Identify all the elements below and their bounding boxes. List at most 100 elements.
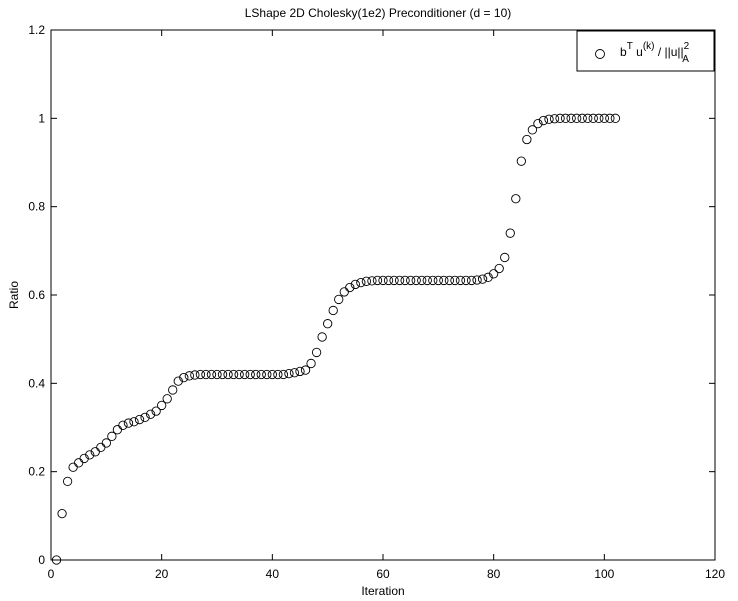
- data-point: [599, 113, 609, 123]
- data-point: [472, 275, 482, 285]
- data-point: [538, 115, 549, 126]
- data-point: [522, 134, 532, 145]
- data-point: [428, 275, 438, 286]
- chart-title: LShape 2D Cholesky(1e2) Preconditioner (…: [245, 6, 511, 20]
- data-point: [583, 113, 593, 123]
- data-point: [328, 305, 338, 316]
- data-point: [610, 113, 621, 123]
- data-point: [444, 275, 455, 286]
- data-point: [560, 113, 571, 123]
- x-tick-label: 40: [266, 567, 280, 581]
- data-point: [51, 555, 62, 565]
- data-point: [455, 275, 466, 286]
- y-tick-label: 0.8: [28, 200, 45, 214]
- y-tick-label: 0.4: [28, 376, 45, 390]
- data-point: [212, 369, 222, 380]
- data-point: [594, 113, 604, 123]
- data-point: [389, 275, 399, 286]
- x-tick-label: 20: [155, 567, 169, 581]
- x-tick-label: 80: [487, 567, 501, 581]
- data-point: [118, 420, 128, 430]
- data-point: [284, 368, 294, 379]
- data-point: [234, 369, 244, 380]
- data-point: [157, 400, 167, 411]
- data-point: [544, 114, 554, 124]
- data-point: [107, 431, 117, 441]
- data-point: [223, 369, 233, 380]
- legend-marker: [595, 49, 605, 59]
- data-point: [162, 394, 172, 404]
- data-point: [140, 412, 150, 422]
- data-point: [101, 438, 111, 448]
- data-point: [439, 275, 449, 286]
- data-point: [173, 376, 183, 386]
- y-tick-label: 1.2: [28, 23, 45, 37]
- data-point: [372, 275, 383, 286]
- y-tick-label: 1: [38, 111, 45, 125]
- data-point: [466, 275, 477, 286]
- data-point: [378, 275, 388, 286]
- data-point: [184, 371, 194, 381]
- x-tick-label: 120: [705, 567, 725, 581]
- x-tick-label: 0: [48, 567, 55, 581]
- data-point: [527, 125, 538, 135]
- data-point: [206, 369, 217, 380]
- x-tick-label: 100: [594, 567, 614, 581]
- data-point: [201, 369, 211, 380]
- x-axis: 0 20 40 60 80 100 120: [48, 30, 725, 581]
- data-point: [477, 274, 488, 284]
- data-point: [555, 113, 565, 123]
- data-series: [51, 113, 621, 565]
- data-point: [494, 263, 504, 274]
- data-point: [450, 275, 460, 286]
- data-point: [334, 294, 344, 305]
- data-point: [273, 369, 283, 380]
- data-point: [267, 369, 277, 380]
- data-point: [588, 113, 598, 123]
- data-point: [345, 282, 355, 293]
- data-point: [317, 332, 327, 342]
- data-point: [217, 369, 228, 380]
- data-point: [323, 319, 333, 329]
- data-point: [245, 369, 255, 380]
- data-point: [123, 418, 134, 428]
- data-point: [461, 275, 471, 286]
- x-tick-label: 60: [376, 567, 390, 581]
- data-point: [489, 269, 499, 279]
- data-point: [306, 358, 316, 369]
- y-axis-label: Ratio: [7, 281, 21, 309]
- data-point: [311, 347, 322, 358]
- data-point: [251, 369, 261, 380]
- data-point: [500, 252, 510, 263]
- data-point: [516, 156, 526, 166]
- data-point: [350, 279, 360, 290]
- data-point: [383, 275, 394, 286]
- data-point: [190, 370, 200, 380]
- data-point: [134, 414, 145, 425]
- data-point: [577, 113, 587, 123]
- data-point: [240, 369, 250, 380]
- data-point: [483, 272, 493, 282]
- data-point: [289, 368, 300, 378]
- data-point: [406, 275, 416, 286]
- data-point: [417, 275, 427, 286]
- data-point: [422, 275, 432, 286]
- data-point: [179, 372, 189, 383]
- data-point: [511, 194, 521, 204]
- y-tick-label: 0: [38, 553, 45, 567]
- data-point: [367, 276, 377, 286]
- data-point: [145, 409, 156, 419]
- data-point: [168, 385, 178, 395]
- data-point: [256, 369, 266, 380]
- data-point: [295, 366, 305, 377]
- data-point: [505, 228, 515, 238]
- data-point: [228, 369, 239, 380]
- legend: bT u(k) / ||u||2 A: [576, 30, 715, 72]
- data-point: [411, 275, 421, 286]
- data-point: [433, 275, 443, 286]
- data-point: [361, 276, 372, 286]
- data-point: [278, 369, 289, 380]
- data-point: [151, 406, 161, 416]
- data-point: [85, 450, 95, 460]
